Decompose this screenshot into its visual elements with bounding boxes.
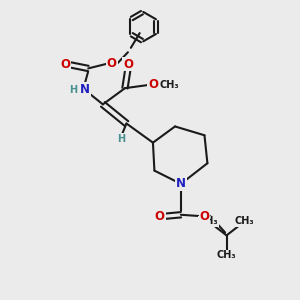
Text: CH₃: CH₃ — [160, 80, 179, 90]
Text: H: H — [117, 134, 125, 144]
Text: CH₃: CH₃ — [235, 216, 255, 226]
Text: CH₃: CH₃ — [199, 216, 218, 226]
Text: O: O — [60, 58, 70, 70]
Text: CH₃: CH₃ — [217, 250, 236, 260]
Text: N: N — [80, 83, 90, 96]
Text: H: H — [69, 85, 77, 94]
Text: O: O — [123, 58, 133, 70]
Text: O: O — [148, 78, 158, 91]
Text: O: O — [200, 210, 209, 223]
Text: O: O — [107, 57, 117, 70]
Text: O: O — [155, 210, 165, 223]
Text: N: N — [176, 177, 186, 190]
